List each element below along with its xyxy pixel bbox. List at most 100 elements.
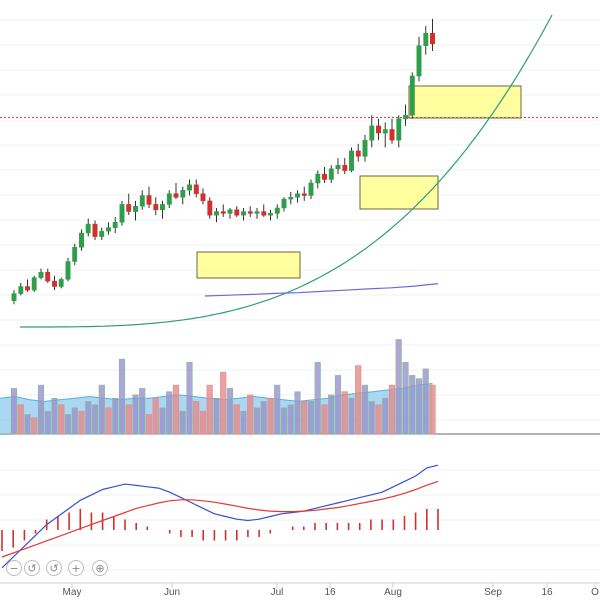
zoom-out-button[interactable]: −	[6, 560, 22, 576]
candle	[396, 115, 402, 148]
candle	[430, 18, 435, 51]
candle	[308, 179, 314, 200]
volume-bar	[91, 404, 99, 435]
candle-body	[25, 286, 30, 291]
candle-body	[369, 125, 375, 141]
zoom-in-button[interactable]: +	[68, 560, 84, 576]
volume-bar	[220, 371, 227, 435]
macd-line	[1, 464, 439, 569]
x-tick-label: Jun	[164, 587, 180, 598]
candle-body	[355, 150, 361, 157]
volume-bar	[17, 404, 24, 435]
candle-body	[423, 32, 429, 46]
candle-body	[315, 173, 321, 184]
candle	[254, 208, 260, 219]
candle-body	[11, 293, 17, 301]
candle	[389, 118, 395, 144]
candle	[207, 197, 213, 219]
reset-icon[interactable]: ↺	[46, 560, 62, 576]
candle-body	[322, 173, 327, 180]
candle-body	[31, 277, 37, 291]
x-tick-label: O	[591, 587, 599, 598]
volume-bar	[85, 401, 92, 435]
volume-bar	[314, 361, 321, 435]
volume-bar	[233, 404, 240, 435]
volume-bar	[166, 391, 173, 435]
volume-bar	[226, 388, 234, 435]
candle-body	[187, 184, 192, 191]
candle	[234, 206, 240, 217]
candle-body	[328, 168, 334, 180]
candle-body	[247, 211, 253, 214]
candle-body	[200, 193, 206, 202]
candle	[403, 104, 408, 126]
volume-bar	[51, 397, 58, 435]
candle	[322, 167, 327, 183]
x-axis: May Jun Jul 16 Aug Sep 16 O	[63, 583, 599, 598]
highlight-box-breakout	[359, 175, 439, 210]
volume-bar	[145, 414, 153, 435]
candle-body	[166, 193, 172, 205]
grid	[0, 19, 600, 584]
candle-body	[227, 209, 233, 214]
candle	[72, 243, 78, 266]
volume-bar	[280, 407, 288, 435]
volume-bar	[186, 361, 193, 435]
candle	[106, 222, 111, 235]
candle-body	[65, 261, 71, 280]
volume-bar	[368, 401, 375, 435]
candle-body	[416, 45, 422, 77]
candle-body	[288, 197, 294, 200]
volume-bar	[105, 407, 112, 435]
candle	[160, 200, 165, 219]
candle-body	[85, 223, 91, 234]
volume-bar	[172, 384, 180, 435]
candle	[92, 220, 98, 241]
candle	[79, 229, 84, 251]
candle-body	[254, 211, 260, 214]
candle	[119, 200, 125, 226]
volume-bar	[24, 414, 31, 435]
candle-body	[214, 211, 219, 216]
candle	[369, 115, 375, 148]
volume-bar	[125, 404, 132, 435]
candle	[315, 170, 321, 189]
volume-bar	[112, 397, 119, 435]
candle-body	[173, 193, 179, 198]
candle-body	[180, 189, 186, 198]
candle-body	[301, 193, 307, 196]
candle	[58, 277, 64, 289]
volume-bar	[213, 397, 220, 435]
zoom-reset-button[interactable]: ↺	[24, 560, 40, 576]
volume-bar	[179, 410, 186, 435]
candle	[274, 204, 280, 219]
candle	[11, 290, 17, 305]
candle-body	[146, 195, 152, 205]
volume-bar	[260, 401, 267, 435]
volume-bar	[139, 388, 146, 435]
candle-body	[342, 164, 348, 171]
volume-bar	[206, 384, 213, 435]
candle	[355, 143, 361, 162]
candle-body	[349, 150, 354, 171]
volume-bar	[274, 384, 281, 435]
candle	[416, 36, 422, 82]
highlight-box-peak	[408, 85, 522, 119]
candle-body	[126, 204, 132, 212]
candle-body	[409, 75, 415, 116]
candle-body	[268, 213, 273, 216]
x-tick-label: 16	[541, 587, 553, 598]
candle	[214, 208, 219, 223]
candle-body	[45, 271, 51, 282]
growth-curve	[20, 14, 553, 328]
candle	[268, 209, 273, 221]
volume-bar	[287, 404, 294, 435]
candle	[65, 257, 71, 282]
volume-bar	[422, 368, 429, 435]
pan-button[interactable]: ⊕	[92, 560, 108, 576]
candle-body	[274, 207, 280, 214]
candle-body	[281, 198, 287, 209]
candle-body	[241, 211, 246, 216]
